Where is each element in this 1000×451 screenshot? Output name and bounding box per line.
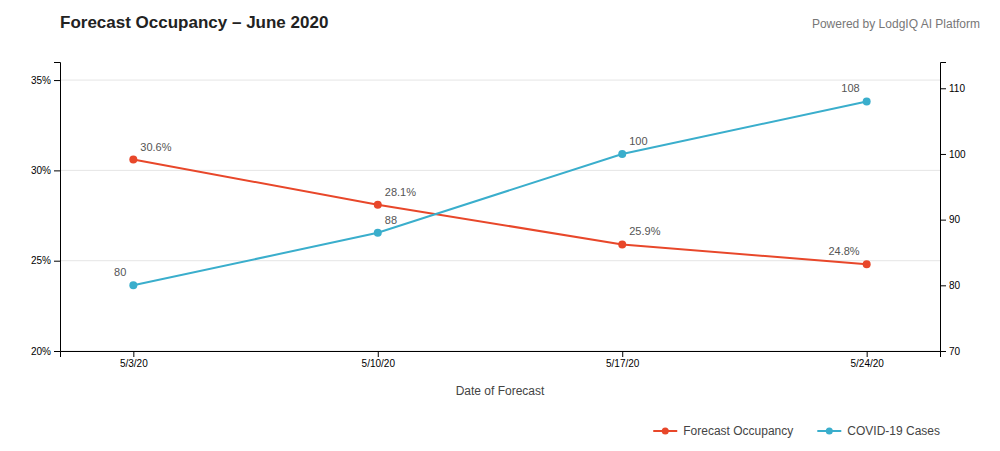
data-label: 100 [629,135,647,147]
point [129,281,137,289]
point [374,201,382,209]
tick-mark [54,80,60,81]
tick: 70 [940,346,961,357]
tick-label: 5/17/20 [606,358,640,369]
legend-item: Forecast Occupancy [653,424,793,438]
axis-line [54,63,61,352]
data-label: 108 [841,82,859,94]
marks [129,97,870,289]
tick: 90 [940,214,961,225]
y2-axis: 70 80 90 100 110 [940,63,966,357]
legend-swatch-marker [662,428,669,435]
tick-label: 35% [31,75,51,86]
tick: 80 [940,280,961,291]
x-axis-title: Date of Forecast [456,384,545,398]
tick-mark [378,351,379,357]
line [133,160,866,265]
title: Forecast Occupancy – June 2020 [60,13,328,32]
tick-mark [940,285,946,286]
tick-mark [940,154,946,155]
tick-mark [867,351,868,357]
y-axis: 20% 25% 30% 35% [31,63,61,357]
tick: 30% [31,165,60,176]
legend: Forecast Occupancy COVID-19 Cases [653,424,940,438]
tick: 25% [31,255,60,266]
data-label: 30.6% [140,141,171,153]
tick: 5/10/20 [362,351,396,369]
legend-item: COVID-19 Cases [817,424,940,438]
point [618,240,626,248]
tick-mark [54,261,60,262]
legend-label: Forecast Occupancy [683,424,793,438]
tick-mark [133,351,134,357]
tick-label: 70 [949,346,961,357]
point [129,156,137,164]
plot: 20% 25% 30% 35% 70 80 90 100 110 5/3/20 5/10/20 5/1… [31,63,966,370]
tick-label: 5/3/20 [120,358,148,369]
tick-mark [940,220,946,221]
tick: 5/3/20 [120,351,148,369]
grid [60,80,940,351]
tick-label: 5/10/20 [362,358,396,369]
data-label: 80 [114,266,126,278]
tick-label: 80 [949,280,961,291]
grid-line [60,80,940,81]
legend-label: COVID-19 Cases [847,424,940,438]
tick-label: 100 [949,149,966,160]
tick-label: 20% [31,346,51,357]
data-label: 24.8% [828,245,859,257]
tick: 110 [940,83,965,94]
tick-mark [54,351,60,352]
tick-label: 25% [31,255,51,266]
axis-line [941,63,947,352]
tick-label: 5/24/20 [850,358,884,369]
tick-mark [940,88,946,89]
point [863,260,871,268]
tick-mark [54,170,60,171]
data-label: 25.9% [629,225,660,237]
point [374,229,382,237]
tick: 20% [31,346,60,357]
tick: 5/17/20 [606,351,640,369]
x-axis: 5/3/20 5/10/20 5/17/20 5/24/20 [61,351,941,369]
point [863,97,871,105]
tick-label: 30% [31,165,51,176]
data-label: 88 [385,214,397,226]
tick: 35% [31,75,60,86]
tick: 5/24/20 [850,351,884,369]
point [618,150,626,158]
line [133,101,866,285]
subtitle: Powered by LodgIQ AI Platform [812,17,980,31]
tick-mark [622,351,623,357]
tick-label: 90 [949,214,961,225]
axis-line [61,352,941,358]
chart-root: Forecast Occupancy – June 2020 Powered by… [0,0,1000,451]
data-labels: 30.6% 28.1% 25.9% 24.8% 80 88 100 108 [114,82,860,278]
legend-swatch-marker [826,428,833,435]
data-label: 28.1% [385,186,416,198]
tick: 100 [940,149,966,160]
tick-label: 110 [949,83,965,94]
